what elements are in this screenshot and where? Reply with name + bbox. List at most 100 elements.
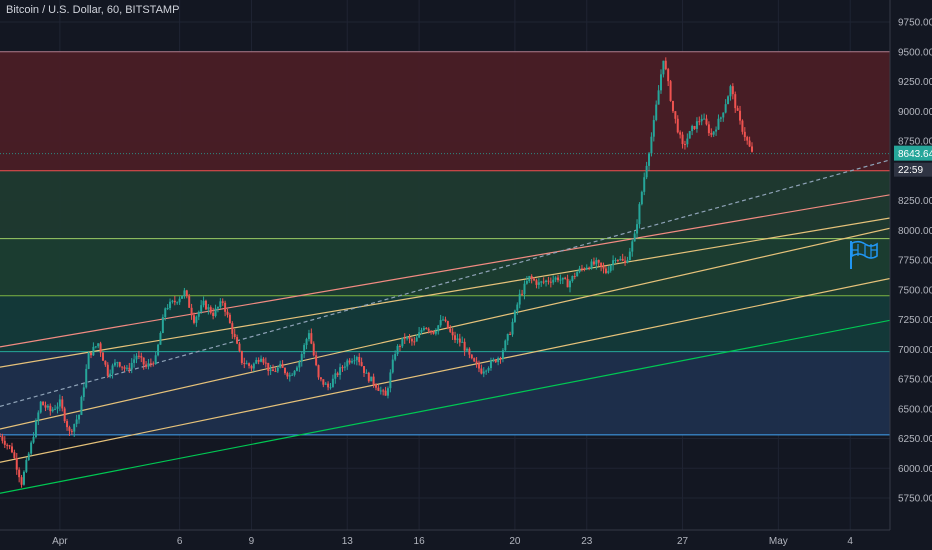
candle-body: [85, 368, 88, 388]
candle-body: [549, 281, 552, 283]
y-tick-label: 9000.00: [898, 107, 932, 118]
candle-body: [92, 346, 95, 356]
candle-body: [331, 378, 334, 388]
candle-body: [190, 307, 193, 316]
candle: [274, 367, 277, 373]
candle-body: [497, 358, 500, 363]
candle: [408, 333, 411, 344]
candle-body: [456, 338, 459, 340]
y-tick-label: 7250.00: [898, 315, 932, 326]
candle-body: [485, 370, 488, 372]
candle-body: [638, 204, 641, 225]
x-tick-label: 13: [342, 536, 354, 547]
candle-body: [590, 261, 593, 269]
candle-body: [32, 437, 35, 443]
candle-body: [612, 260, 615, 266]
candle-body: [351, 361, 354, 363]
candle-body: [751, 146, 753, 152]
candle-body: [480, 368, 483, 374]
candle-body: [439, 320, 442, 326]
candle: [154, 351, 157, 365]
candle-body: [511, 321, 514, 335]
candle-body: [111, 365, 114, 374]
candle-body: [492, 359, 495, 361]
y-tick-label: 6750.00: [898, 375, 932, 386]
candle-body: [693, 125, 696, 129]
candle-body: [470, 354, 473, 359]
candle: [545, 279, 548, 287]
candle-body: [468, 348, 471, 355]
x-tick-label: 16: [414, 536, 426, 547]
candle: [386, 386, 389, 399]
candle: [346, 358, 349, 370]
candle-body: [101, 352, 104, 361]
candle-body: [214, 308, 217, 316]
candle: [22, 470, 25, 486]
candle: [691, 124, 694, 136]
candle-body: [18, 469, 21, 478]
candle-body: [75, 419, 78, 425]
candle: [540, 280, 543, 287]
candle: [315, 351, 318, 367]
candle: [363, 365, 366, 377]
candle-body: [422, 327, 425, 331]
candle: [454, 331, 457, 343]
candle: [375, 383, 377, 391]
candle: [636, 219, 639, 239]
current-price-label: 8643.64: [898, 149, 932, 160]
candle: [228, 312, 231, 324]
candle: [331, 374, 334, 388]
candle: [602, 262, 605, 274]
candle: [470, 354, 473, 360]
candle-body: [746, 137, 749, 141]
candle: [509, 331, 512, 336]
candle: [580, 264, 583, 272]
candle: [727, 95, 730, 105]
price-axis[interactable]: 9750.009500.009250.009000.008750.008500.…: [889, 0, 932, 550]
current-price-tags: 8643.64 22:59: [0, 145, 932, 177]
candle: [257, 357, 260, 365]
candle: [683, 140, 686, 150]
candle: [420, 327, 423, 335]
candle-body: [286, 373, 289, 377]
candle: [250, 364, 253, 372]
candle: [317, 364, 320, 380]
candle: [506, 333, 509, 346]
candle: [612, 255, 615, 271]
candle: [528, 275, 531, 283]
candle-body: [722, 112, 725, 118]
candle-body: [571, 276, 574, 282]
candle-body: [494, 359, 497, 363]
candle: [698, 116, 701, 126]
candle: [1, 433, 4, 444]
candle-body: [645, 165, 648, 178]
time-axis[interactable]: Apr 6 9 13 16 20 23 27 May 4: [0, 529, 932, 550]
candle-body: [695, 121, 698, 129]
candle: [183, 287, 186, 299]
candle: [427, 327, 430, 334]
candle: [286, 371, 289, 380]
candle: [276, 365, 279, 374]
flag-icon[interactable]: [850, 240, 878, 269]
candle-body: [547, 280, 550, 282]
candle: [523, 280, 526, 300]
candle-body: [676, 118, 679, 133]
candle-body: [49, 405, 52, 412]
candle-body: [592, 261, 595, 265]
candle: [353, 354, 356, 365]
candle-body: [671, 100, 674, 112]
candle: [365, 369, 368, 374]
candle-body: [312, 343, 315, 356]
candle-body: [6, 444, 9, 446]
candle-body: [475, 361, 478, 364]
candle: [676, 115, 679, 134]
candle-body: [715, 129, 718, 132]
candle: [425, 327, 428, 330]
y-tick-label: 9250.00: [898, 77, 932, 88]
candle: [39, 400, 42, 414]
candle: [576, 270, 579, 277]
candle: [142, 357, 145, 370]
candle-body: [319, 377, 322, 380]
candle-body: [87, 352, 90, 369]
